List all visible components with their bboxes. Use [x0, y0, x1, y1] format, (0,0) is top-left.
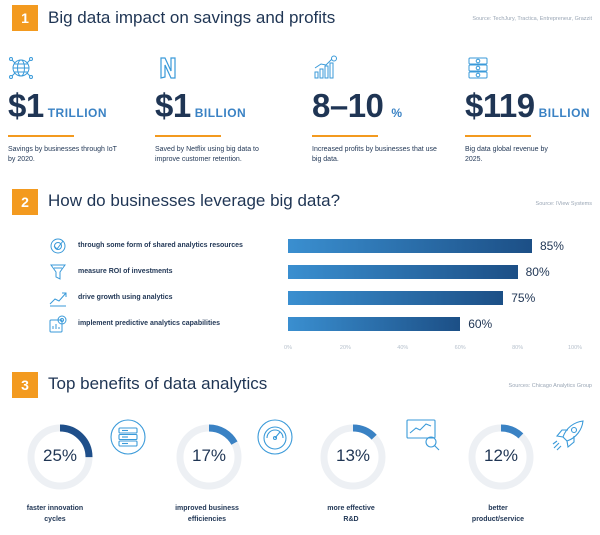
growth-chart-icon — [314, 55, 337, 79]
leverage-row: measure ROI of investments — [48, 262, 588, 282]
donut-arc — [27, 424, 93, 490]
benefit-label: more effective R&D — [327, 505, 375, 523]
orange-divider — [155, 135, 221, 137]
stat-unit: % — [391, 106, 403, 120]
donut-arc — [176, 424, 242, 490]
section-1-title: Big data impact on savings and profits — [48, 8, 336, 27]
leverage-bar — [288, 317, 461, 331]
leverage-bar — [288, 239, 532, 253]
stat-value: $1 — [8, 87, 44, 124]
leverage-bar-value: 60% — [468, 317, 493, 331]
benefit-value: 17% — [191, 446, 227, 465]
benefit-value: 13% — [335, 446, 371, 465]
leverage-bar — [288, 265, 518, 279]
axis-tick-label: 0% — [284, 345, 292, 351]
orange-divider — [312, 135, 378, 137]
benefit-label: better product/service — [471, 505, 525, 523]
section-1-source: Source: TechJury, Tractica, Entrepreneur… — [472, 16, 592, 22]
orange-divider — [465, 135, 531, 137]
axis-tick-label: 60% — [454, 345, 466, 351]
section-3-source: Sources: Chicago Analytics Group — [508, 383, 592, 389]
money-database-icon — [468, 57, 488, 79]
section-1-number: 1 — [12, 5, 38, 31]
stat-unit: TRILLION — [47, 106, 108, 120]
axis-tick-label: 40% — [397, 345, 409, 351]
roi-funnel-icon — [50, 264, 66, 280]
section-2-title: How do businesses leverage big data? — [48, 191, 341, 210]
leverage-label: drive growth using analytics — [78, 294, 173, 301]
analytics-target-icon — [50, 238, 66, 254]
axis-tick-label: 80% — [512, 345, 524, 351]
benefit-value: 25% — [42, 446, 78, 465]
benefit-value: 12% — [483, 446, 519, 465]
stat-description: Increased profits by businesses that use… — [312, 146, 437, 163]
leverage-row: through some form of shared analytics re… — [48, 236, 588, 256]
stat-unit: BILLION — [538, 106, 591, 120]
benefit-donut — [27, 424, 93, 490]
globe-network-icon — [9, 57, 33, 79]
stat-value: $1 — [155, 87, 191, 124]
benefit-donut — [320, 424, 386, 490]
leverage-bar — [288, 291, 504, 305]
benefit-label: faster innovation cycles — [26, 505, 84, 523]
leverage-row: implement predictive analytics capabilit… — [48, 314, 588, 334]
leverage-label: measure ROI of investments — [78, 268, 173, 275]
stat-value: 8–10 — [312, 87, 384, 124]
leverage-row: drive growth using analytics — [48, 288, 588, 308]
benefit-donut — [468, 424, 534, 490]
leverage-label: implement predictive analytics capabilit… — [78, 320, 220, 327]
stat-description: Big data global revenue by 2025. — [465, 146, 548, 163]
benefit-label: improved business efficiencies — [175, 505, 239, 523]
leverage-label: through some form of shared analytics re… — [78, 242, 243, 249]
benefit-donut — [176, 424, 242, 490]
stat-unit: BILLION — [194, 106, 247, 120]
orange-divider — [8, 135, 74, 137]
donut-arc — [468, 424, 534, 490]
section-3-number: 3 — [12, 372, 38, 398]
speedometer-icon — [257, 419, 293, 455]
growth-trend-icon — [49, 292, 67, 307]
magnifier-chart-icon — [406, 419, 440, 451]
predictive-gear-icon — [49, 315, 67, 333]
stat-description: Saved by Netflix using big data to impro… — [155, 146, 259, 163]
section-2-number: 2 — [12, 189, 38, 215]
stat-description: Savings by businesses through IoT by 202… — [8, 146, 117, 163]
rocket-icon — [552, 420, 584, 451]
stat-value: $119 — [465, 87, 535, 124]
axis-tick-label: 100% — [567, 345, 583, 351]
axis-tick-label: 20% — [339, 345, 351, 351]
section-2-source: Source: IView Systems — [535, 201, 592, 207]
netflix-logo-icon — [160, 57, 176, 79]
leverage-bar-value: 80% — [525, 265, 550, 279]
server-rack-icon — [110, 419, 146, 455]
leverage-bar-value: 75% — [511, 291, 536, 305]
section-3-title: Top benefits of data analytics — [48, 374, 268, 393]
leverage-bar-value: 85% — [539, 239, 564, 253]
donut-arc — [320, 424, 386, 490]
